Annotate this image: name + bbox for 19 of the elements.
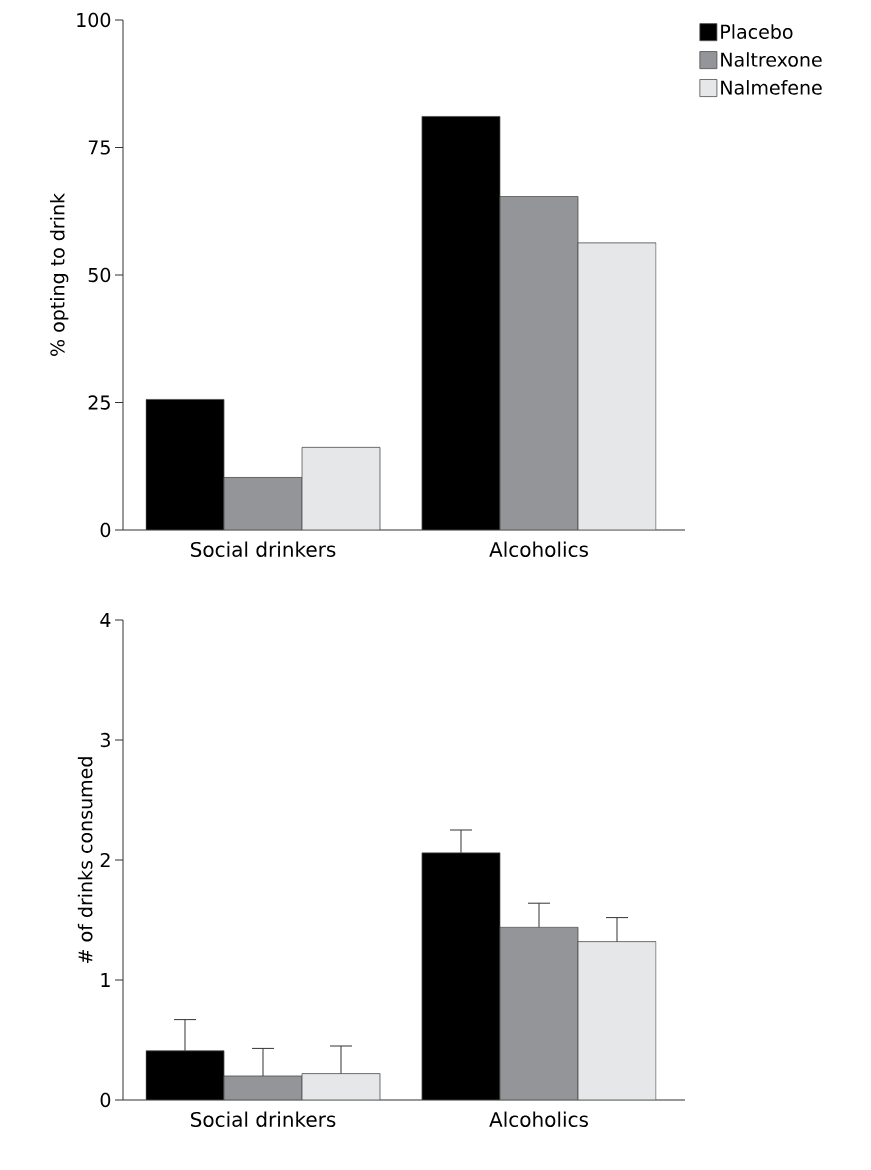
y-tick-label: 2	[100, 852, 110, 868]
legend-label: Nalmefene	[721, 80, 822, 95]
x-tick-label: Social drinkers	[191, 541, 336, 557]
y-axis-title: # of drinks consumed	[77, 757, 93, 963]
y-tick-label: 3	[100, 732, 110, 748]
y-tick-label: 0	[100, 522, 111, 538]
x-tick-label: Social drinkers	[191, 1111, 336, 1128]
y-axis-title: % opting to drink	[49, 193, 69, 356]
legend-label: Placebo	[721, 24, 793, 39]
y-tick-label: 100	[77, 12, 111, 28]
x-tick-label: Alcoholics	[489, 1111, 588, 1128]
y-tick-label: 25	[88, 395, 110, 410]
y-tick-label: 50	[88, 267, 111, 283]
y-tick-label: 1	[101, 973, 110, 987]
legend-label: Naltrexone	[721, 52, 822, 67]
y-tick-label: 75	[88, 140, 110, 155]
y-tick-label: 4	[100, 613, 111, 627]
x-tick-label: Alcoholics	[489, 541, 588, 557]
y-tick-label: 0	[100, 1092, 111, 1108]
